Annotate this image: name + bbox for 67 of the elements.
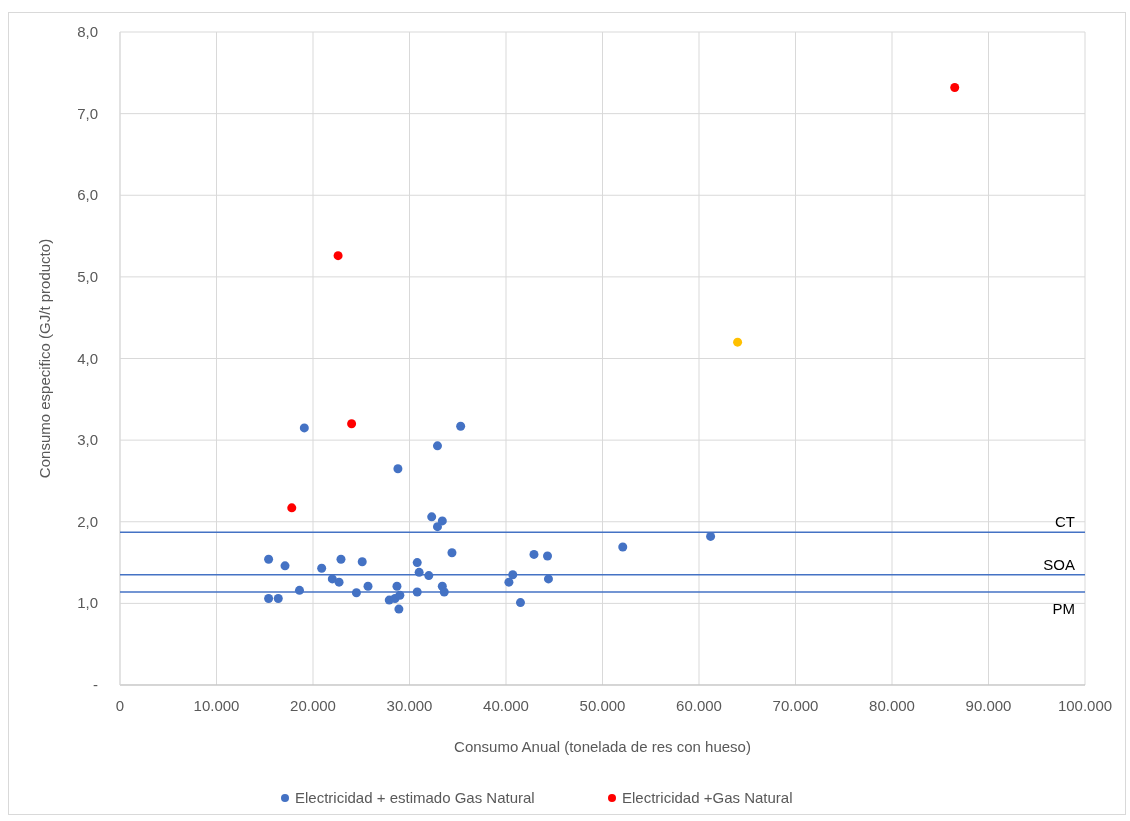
x-tick-label: 100.000 <box>1057 697 1113 714</box>
y-tick-label: 5,0 <box>77 267 98 285</box>
point <box>543 574 553 584</box>
point <box>432 522 442 532</box>
point <box>504 577 514 587</box>
point <box>950 83 960 92</box>
x-tick-label: 60.000 <box>676 697 722 714</box>
x-axis-title: Consumo Anual (tonelada de res con hueso) <box>454 738 751 755</box>
ref-line-label: SOA <box>1043 555 1075 573</box>
x-tick-label: 90.000 <box>965 697 1012 714</box>
point <box>733 337 743 347</box>
y-tick-label: 6,0 <box>77 186 98 204</box>
y-tick-label: 2,0 <box>77 512 98 530</box>
point <box>515 598 525 608</box>
point <box>529 549 539 559</box>
point <box>432 441 442 451</box>
legend-label: Electricidad + estimado Gas Natural <box>295 789 535 806</box>
point <box>394 604 404 614</box>
point <box>280 561 290 571</box>
point <box>424 571 434 581</box>
point <box>395 590 405 600</box>
point <box>427 512 437 522</box>
point <box>414 567 424 577</box>
y-tick-label: 3,0 <box>77 431 98 449</box>
point <box>363 581 373 591</box>
x-tick-label: 80.000 <box>869 697 915 714</box>
point <box>317 563 327 573</box>
x-tick-label: 10.000 <box>193 697 240 714</box>
point <box>392 581 402 591</box>
y-tick-label: 8,0 <box>77 23 98 40</box>
point <box>333 251 343 261</box>
y-tick-label: 1,0 <box>77 594 98 612</box>
ref-line-label: PM <box>1052 599 1075 617</box>
point <box>437 516 447 526</box>
point <box>347 419 357 429</box>
x-tick-label: 0 <box>115 697 125 714</box>
point <box>393 464 403 474</box>
y-tick-label: 7,0 <box>77 104 98 122</box>
y-tick-label: - <box>93 676 98 693</box>
ref-line-label: CT <box>1055 513 1075 531</box>
point <box>264 593 274 603</box>
point <box>439 587 449 597</box>
point <box>273 593 283 603</box>
point <box>287 503 297 513</box>
x-tick-label: 40.000 <box>483 697 529 714</box>
x-tick-label: 50.000 <box>579 697 626 714</box>
point <box>447 548 457 558</box>
y-tick-label: 4,0 <box>77 349 98 367</box>
x-tick-label: 20.000 <box>290 697 336 714</box>
point <box>336 554 346 564</box>
point <box>264 554 274 564</box>
point <box>412 558 422 568</box>
point <box>618 542 628 552</box>
point <box>299 423 309 433</box>
x-tick-label: 70.000 <box>772 697 819 714</box>
y-axis-title: Consumo especifico (GJ/t producto) <box>36 238 53 479</box>
point <box>327 574 337 584</box>
point <box>456 421 466 431</box>
point <box>351 588 361 598</box>
point <box>542 551 552 561</box>
point <box>412 587 422 597</box>
point <box>294 585 304 595</box>
x-tick-label: 30.000 <box>386 697 433 714</box>
point <box>334 577 344 587</box>
point <box>357 557 367 567</box>
point <box>508 570 518 580</box>
legend-label: Electricidad +Gas Natural <box>622 789 793 806</box>
